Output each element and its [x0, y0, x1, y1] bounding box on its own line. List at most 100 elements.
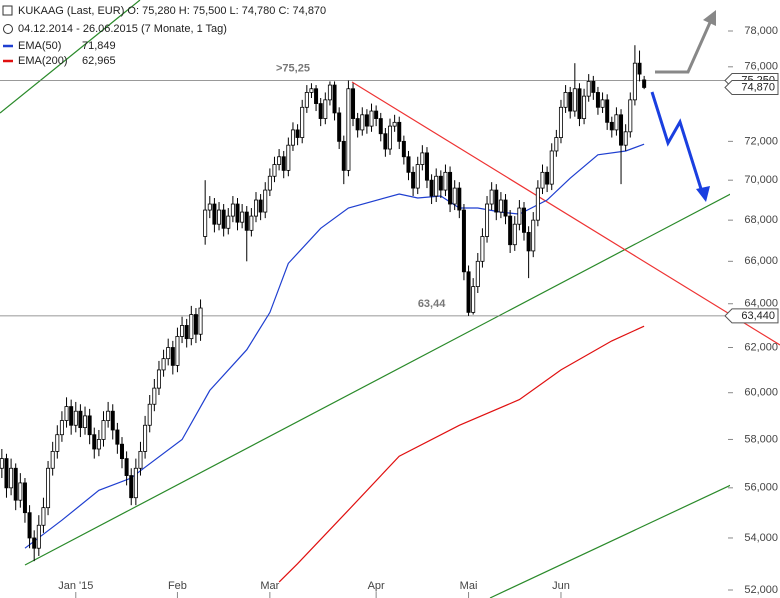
candle-body [642, 79, 647, 88]
y-tick-label: 78,000 [744, 25, 778, 37]
candle-body [632, 62, 637, 101]
candle-body [623, 131, 628, 146]
arrow-head [696, 186, 710, 202]
y-tick-label: 66,000 [744, 255, 778, 267]
candle-body [582, 95, 587, 119]
trend-line [0, 0, 141, 114]
candle-body [295, 129, 300, 138]
candle-body [378, 118, 383, 135]
candle-body [549, 150, 554, 185]
candle-body [193, 314, 198, 335]
candle-body [628, 99, 633, 133]
candle-body [133, 467, 138, 499]
candle-body [152, 387, 157, 405]
candle-body [387, 125, 392, 150]
candle-body [360, 114, 365, 131]
candle-body [619, 114, 624, 146]
candle-body [457, 187, 462, 211]
candle-body [443, 171, 448, 191]
candle-body [309, 88, 314, 93]
candle-body [87, 415, 92, 436]
candle-body [346, 88, 351, 171]
trend-line [24, 193, 730, 566]
candle-body [341, 140, 346, 171]
y-tick-label: 68,000 [744, 214, 778, 226]
series-lines [24, 143, 645, 583]
candle-body [83, 415, 88, 429]
legend-label: EMA(200) [18, 55, 68, 67]
arrow [655, 17, 714, 74]
candle-body [554, 137, 559, 152]
candle-body [424, 152, 429, 181]
y-tick-label: 52,000 [744, 584, 778, 596]
candle-body [600, 99, 605, 108]
candle-body [327, 84, 332, 101]
candle-body [503, 199, 508, 217]
candle-body [512, 223, 517, 246]
candle-body [351, 88, 356, 119]
candle-body [235, 203, 240, 223]
candle-body [226, 215, 231, 229]
candle-body [217, 209, 222, 225]
y-tick-label: 62,000 [744, 341, 778, 353]
candle-body [170, 347, 175, 366]
candle-body [18, 482, 23, 501]
candle-body [374, 110, 379, 119]
y-tick-label: 64,000 [744, 298, 778, 310]
candle-body [69, 406, 74, 426]
price-marker [724, 308, 779, 324]
candle-body [198, 307, 203, 335]
candle-body [480, 236, 485, 262]
period: 04.12.2014 - 26.06.2015 (7 Monate, 1 Tag… [18, 23, 227, 35]
candle-body [323, 99, 328, 119]
header: KUKAAG (Last, EUR) O: 75,280 H: 75,500 L… [2, 5, 326, 35]
candle-body [475, 260, 480, 288]
candle-body [175, 336, 180, 366]
trend-line [351, 81, 780, 346]
candle-body [364, 114, 369, 127]
candle-body [147, 403, 152, 426]
candle-body [166, 347, 171, 360]
candle-body [392, 121, 397, 127]
candle-body [401, 140, 406, 158]
candle-body [221, 209, 226, 229]
icon [2, 5, 13, 16]
y-tick-label: 56,000 [744, 482, 778, 494]
candle-body [129, 475, 134, 499]
candle-body [96, 439, 101, 450]
x-tick-label: Mai [460, 580, 478, 592]
icon [3, 24, 13, 34]
y-tick-label: 70,000 [744, 174, 778, 186]
candle-body [27, 512, 32, 539]
candle-body [605, 99, 610, 123]
candle-body [591, 81, 596, 93]
candle-body [156, 369, 161, 389]
candle-body [406, 156, 411, 173]
ema-line [24, 143, 645, 549]
candle-body [304, 92, 309, 108]
candle-body [369, 110, 374, 127]
candle-body [318, 103, 323, 119]
candle-body [253, 199, 258, 217]
x-tick-label: Jan '15 [58, 580, 93, 592]
candle-body [101, 420, 106, 440]
candle-body [452, 187, 457, 205]
candle-body [494, 189, 499, 213]
candle-body [110, 410, 115, 431]
candle-body [545, 171, 550, 185]
candle-body [535, 187, 540, 221]
y-tick-label: 54,000 [744, 532, 778, 544]
candle-body [189, 314, 194, 340]
candle-body [138, 450, 143, 469]
candle-body [586, 81, 591, 97]
candle-body [508, 215, 513, 246]
candle-body [438, 175, 443, 191]
candle-body [489, 189, 494, 205]
candle-body [143, 424, 148, 452]
candle-body [13, 467, 18, 501]
candle-body [272, 164, 277, 177]
arrow [650, 91, 704, 193]
candle-body [461, 209, 466, 273]
candle-body [411, 171, 416, 189]
candle-body [415, 164, 420, 189]
